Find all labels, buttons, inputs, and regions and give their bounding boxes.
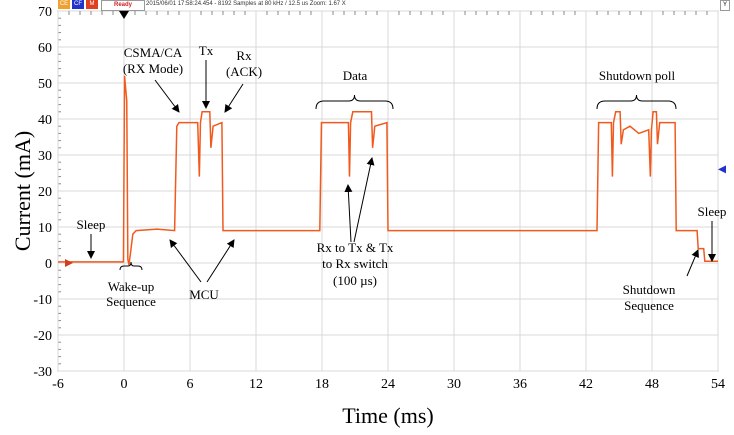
annotation-csma2: (RX Mode) [123, 61, 183, 76]
y-tick-label: 10 [38, 221, 52, 236]
x-tick-label: 54 [711, 377, 725, 392]
annotation-switch1: Rx to Tx & Tx [317, 240, 394, 255]
y-tick-label: 20 [38, 185, 52, 200]
x-tick-label: 48 [645, 377, 659, 392]
x-tick-label: 0 [121, 377, 128, 392]
x-tick-label: 18 [315, 377, 329, 392]
annotation-arrow [224, 83, 244, 113]
y-tick-label: -20 [33, 329, 52, 344]
annotation-arrow [206, 239, 235, 283]
x-tick-label: 30 [447, 377, 461, 392]
y-tick-label: 0 [45, 257, 52, 272]
y-tick-label: 40 [38, 113, 52, 128]
x-axis-label: Time (ms) [342, 403, 433, 428]
x-tick-label: 36 [513, 377, 527, 392]
current-trace [58, 75, 718, 265]
annotation-arrow [686, 249, 699, 277]
annotation-switch3: (100 µs) [333, 273, 377, 288]
x-tick-label: 24 [381, 377, 395, 392]
annotation-arrow [353, 157, 375, 243]
y-axis-label: Current (mA) [10, 131, 35, 251]
annotation-sleep2: Sleep [698, 204, 727, 219]
right-level-marker [718, 165, 726, 174]
acquisition-info: 2015/06/01 17:58:24.454 - 8192 Samples a… [146, 1, 346, 7]
data-brace [315, 94, 394, 110]
annotation-mcu: MCU [189, 287, 219, 302]
annotation-tx: Tx [199, 43, 214, 58]
annotation-shut2: Sequence [624, 298, 674, 313]
annotation-sleep1: Sleep [77, 217, 106, 232]
wake-up-brace [119, 261, 143, 271]
toolbar-button-cf[interactable]: CF [72, 0, 84, 9]
annotation-switch2: to Rx switch [322, 256, 388, 271]
y-tick-label: 70 [38, 5, 52, 20]
y-tick-label: -30 [33, 365, 52, 380]
trigger-marker [119, 11, 129, 19]
annotation-arrow [154, 79, 180, 113]
x-tick-label: -6 [52, 377, 64, 392]
annotation-data: Data [343, 68, 368, 83]
x-tick-label: 12 [249, 377, 263, 392]
shutdown-poll-brace [596, 94, 677, 110]
y-tick-label: 30 [38, 149, 52, 164]
y-axis-button[interactable]: Y [720, 0, 730, 11]
y-tick-label: 60 [38, 41, 52, 56]
annotation-shut1: Shutdown [623, 282, 676, 297]
annotation-shutdown_poll: Shutdown poll [599, 68, 676, 83]
status-badge: Ready [101, 0, 145, 11]
x-tick-label: 42 [579, 377, 593, 392]
annotation-arrow [344, 184, 353, 243]
y-tick-label: 50 [38, 77, 52, 92]
toolbar-button-m[interactable]: M [86, 0, 98, 9]
y-tick-label: -10 [33, 293, 52, 308]
annotation-wake2: Sequence [106, 294, 156, 309]
annotation-csma: CSMA/CA [124, 45, 183, 60]
annotation-rx2: (ACK) [226, 64, 262, 79]
annotation-rx: Rx [236, 48, 252, 63]
left-level-marker [65, 259, 73, 267]
annotation-wake1: Wake-up [108, 279, 155, 294]
x-tick-label: 6 [187, 377, 194, 392]
toolbar-button-ce[interactable]: CE [58, 0, 70, 9]
annotation-arrow [169, 239, 202, 283]
